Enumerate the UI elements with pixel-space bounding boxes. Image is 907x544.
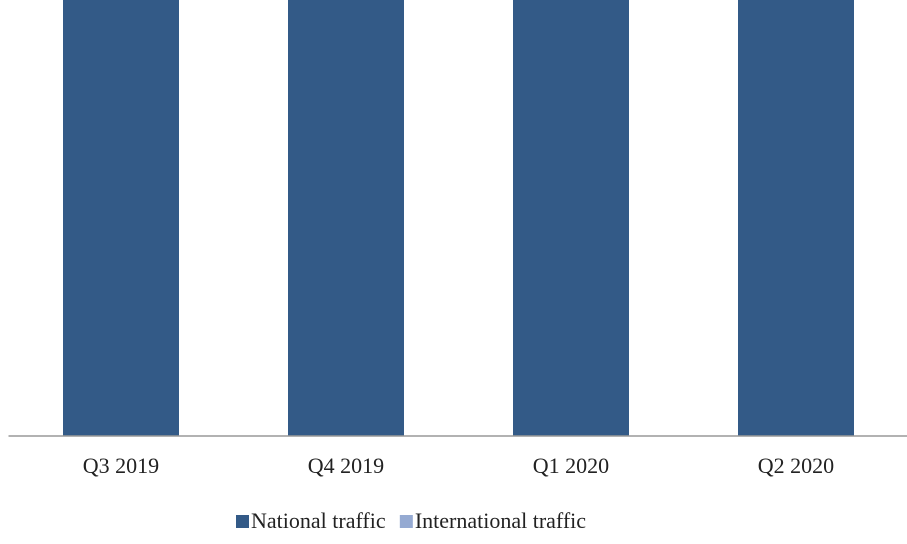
legend-label: International traffic — [415, 508, 586, 533]
x-tick-label: Q3 2019 — [83, 453, 159, 478]
bar-segment — [288, 0, 404, 436]
x-tick-label: Q2 2020 — [758, 453, 834, 478]
bar-segment — [738, 0, 854, 436]
legend-label: National traffic — [251, 508, 386, 533]
x-tick-label: Q1 2020 — [533, 453, 609, 478]
bar-segment — [63, 0, 179, 436]
legend-swatch — [236, 515, 249, 528]
bar-segment — [513, 0, 629, 436]
legend-swatch — [399, 515, 413, 528]
x-tick-label: Q4 2019 — [308, 453, 384, 478]
